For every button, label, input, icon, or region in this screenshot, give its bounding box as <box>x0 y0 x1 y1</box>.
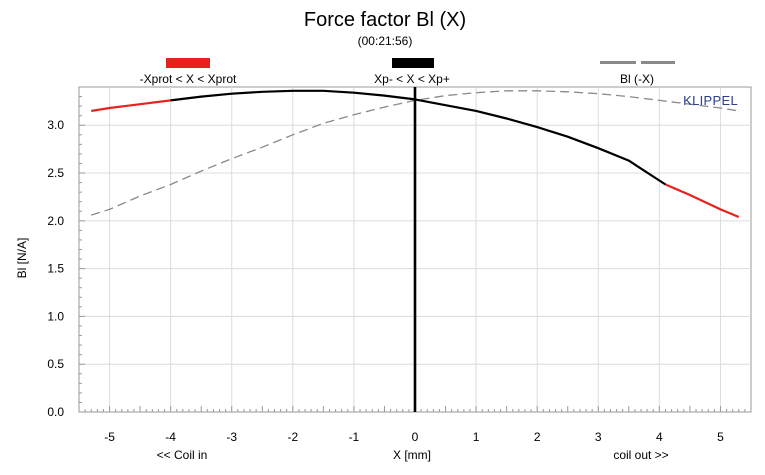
y-tick-label: 3.0 <box>47 118 64 132</box>
chart-subtitle: (00:21:56) <box>358 34 413 48</box>
y-tick-label: 2.5 <box>47 166 64 180</box>
x-axis-label-right: coil out >> <box>613 448 668 462</box>
legend-label-bl-neg: Bl (-X) <box>620 72 654 86</box>
x-tick-label: -4 <box>165 430 176 444</box>
minor-ticks <box>78 86 752 413</box>
y-tick-label: 1.5 <box>47 262 64 276</box>
legend-swatch-bl-neg-a <box>600 61 636 64</box>
x-tick-label: 4 <box>656 430 663 444</box>
x-tick-label: -3 <box>226 430 237 444</box>
series-line-0 <box>91 99 171 112</box>
brand-logo: KLIPPEL <box>683 93 738 108</box>
legend: -Xprot < X < Xprot Xp- < X < Xp+ Bl (-X) <box>140 58 675 86</box>
x-tick-label: -1 <box>349 430 360 444</box>
chart-title: Force factor Bl (X) <box>304 9 466 31</box>
x-tick-label: 2 <box>534 430 541 444</box>
legend-swatch-xp <box>392 58 434 68</box>
x-tick-label: 3 <box>595 430 602 444</box>
x-tick-label: 0 <box>412 430 419 444</box>
series-line-0 <box>665 183 740 219</box>
legend-swatch-bl-neg-b <box>641 61 675 64</box>
y-tick-label: 0.0 <box>47 405 64 419</box>
y-tick-label: 2.0 <box>47 214 64 228</box>
series-layer <box>91 87 740 412</box>
y-tick-label: 1.0 <box>47 309 64 323</box>
axes: -5 -4 -3 -2 -1 0 1 2 3 4 5 0.0 0.5 1.0 1.5 2.0 2.5 3.0 <box>47 118 724 444</box>
legend-label-xp: Xp- < X < Xp+ <box>374 72 450 86</box>
x-tick-label: -5 <box>104 430 115 444</box>
x-tick-label: 1 <box>473 430 480 444</box>
x-tick-label: -2 <box>287 430 298 444</box>
y-axis-label: Bl [N/A] <box>15 238 29 279</box>
x-axis-label-left: << Coil in <box>157 448 208 462</box>
x-tick-label: 5 <box>717 430 724 444</box>
x-axis-label: X [mm] <box>393 448 431 462</box>
legend-label-xprot: -Xprot < X < Xprot <box>140 72 237 86</box>
legend-swatch-xprot <box>166 58 210 68</box>
y-tick-label: 0.5 <box>47 357 64 371</box>
grid <box>79 87 751 412</box>
